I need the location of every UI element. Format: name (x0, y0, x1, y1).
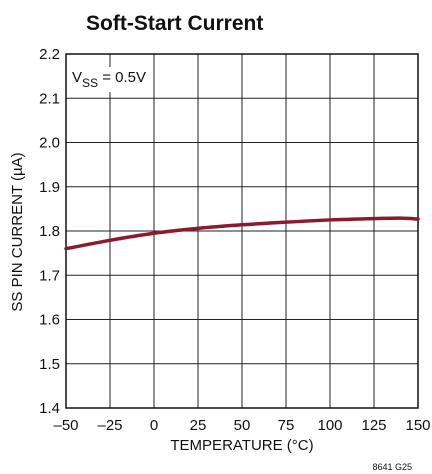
series-layer (64, 216, 420, 251)
annotation-subscript: SS (82, 76, 98, 90)
chart-title: Soft-Start Current (86, 12, 263, 35)
figure-id: 8641 G25 (372, 462, 412, 472)
annotation-suffix: = 0.5V (98, 69, 146, 86)
annotation-prefix: V (72, 69, 82, 86)
condition-annotation: VSS = 0.5V (72, 69, 146, 90)
y-tick-label: 1.9 (39, 179, 60, 196)
y-tick-label: 1.7 (39, 267, 60, 284)
x-tick-label: 75 (278, 417, 295, 434)
x-axis-label: TEMPERATURE (°C) (170, 437, 313, 454)
y-axis-label: SS PIN CURRENT (µA) (9, 152, 26, 311)
x-tick-label: –25 (97, 417, 122, 434)
y-tick-label: 1.6 (39, 312, 60, 329)
x-tick-label: 150 (405, 417, 430, 434)
grid (65, 53, 419, 409)
x-tick-label: 100 (317, 417, 342, 434)
x-tick-label: 125 (361, 417, 386, 434)
annotation-background (69, 67, 149, 92)
y-tick-label: 1.4 (39, 400, 60, 417)
y-tick-label: 2.0 (39, 135, 60, 152)
plot-frame (65, 53, 419, 409)
x-tick-label: 50 (234, 417, 251, 434)
y-tick-label: 2.2 (39, 46, 60, 63)
y-tick-label: 1.8 (39, 223, 60, 240)
x-tick-label: –50 (53, 417, 78, 434)
y-tick-label: 2.1 (39, 90, 60, 107)
tick-labels: –50 –25 0 25 50 75 100 125 150 1.4 1.5 1.6 1.7 1.8 1.9… (39, 46, 430, 434)
y-tick-label: 1.5 (39, 356, 60, 373)
x-tick-label: 25 (190, 417, 207, 434)
x-tick-label: 0 (150, 417, 158, 434)
series-line (64, 216, 420, 251)
